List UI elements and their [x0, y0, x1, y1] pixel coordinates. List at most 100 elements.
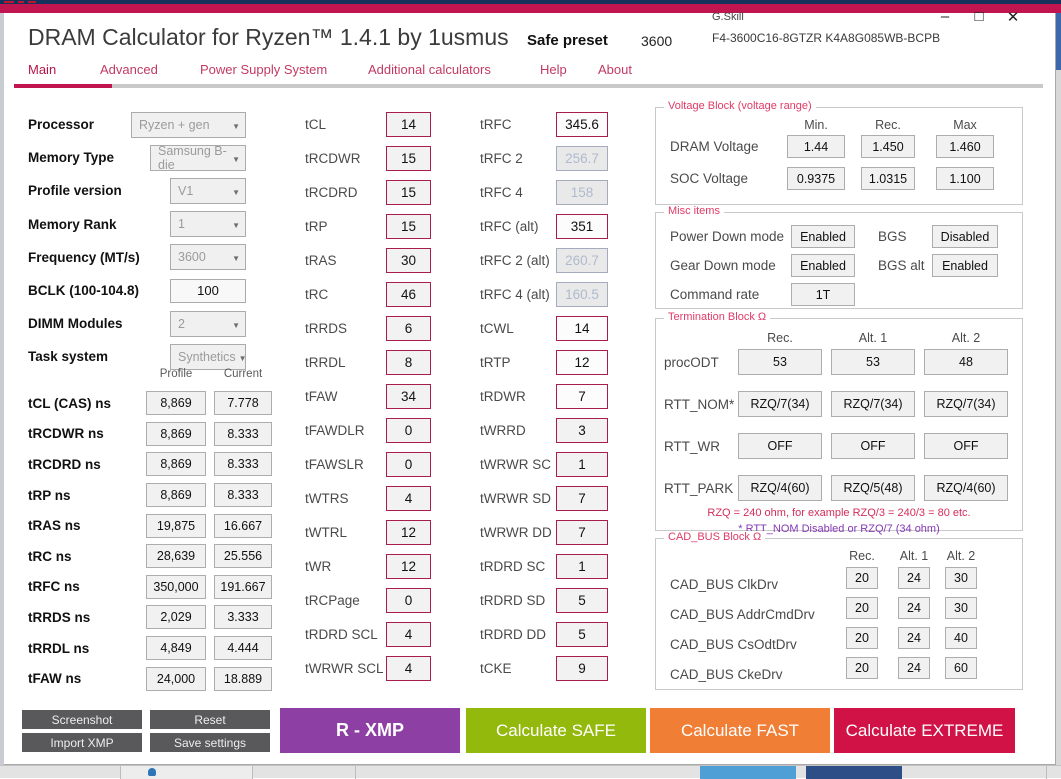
timing-column-primary: tCL 14 tRCDWR 15 tRCDRD 15 tRP 15 tRAS 30 tRC… [305, 107, 431, 685]
timing-label: tRTP [480, 354, 511, 370]
timing-input[interactable]: 351 [556, 213, 608, 239]
bclk-label: BCLK (100-104.8) [28, 283, 140, 299]
timing-label: tFAW [305, 388, 338, 404]
tab-help[interactable]: Help [540, 62, 567, 77]
maximize-button[interactable]: □ [974, 8, 984, 25]
ns-profile-value: 8,869 [146, 483, 206, 508]
taskbar-active-app[interactable] [700, 766, 796, 779]
timing-input[interactable]: 46 [386, 281, 431, 307]
calculate-fast-button[interactable]: Calculate FAST [650, 708, 830, 753]
calculate-safe-button[interactable]: Calculate SAFE [466, 708, 646, 753]
r-xmp-button[interactable]: R - XMP [280, 708, 460, 753]
table-row: tRFC ns 350,000 191.667 [28, 572, 272, 603]
tab-power-supply-system[interactable]: Power Supply System [200, 62, 328, 77]
timing-input[interactable]: 14 [556, 315, 608, 341]
misc-items-title: Misc items [664, 205, 724, 217]
timing-input[interactable]: 30 [386, 247, 431, 273]
timing-row: tRCPage 0 [305, 583, 431, 617]
profile-version-dropdown[interactable]: V1 [170, 177, 246, 204]
timing-row: tRCDRD 15 [305, 175, 431, 209]
timing-input[interactable]: 7 [556, 519, 608, 545]
setting-row: BCLK (100-104.8) 100 [28, 274, 246, 307]
csodtdrv-alt2: 40 [945, 627, 977, 649]
rtt-nom-rec: RZQ/7(34) [738, 391, 822, 417]
timing-label: tRDRD SCL [305, 626, 378, 642]
timing-input[interactable]: 12 [556, 349, 608, 375]
timing-input[interactable]: 0 [386, 417, 431, 443]
col-header-rec: Rec. [875, 118, 901, 132]
task-system-dropdown[interactable]: Synthetics [170, 343, 246, 370]
timing-input[interactable]: 4 [386, 655, 431, 681]
frequency-dropdown[interactable]: 3600 [170, 244, 246, 271]
screenshot-button[interactable]: Screenshot [22, 710, 142, 729]
timing-input[interactable]: 1 [556, 553, 608, 579]
timing-input-disabled: 256.7 [556, 145, 608, 171]
timing-input[interactable]: 1 [556, 451, 608, 477]
timing-input[interactable]: 8 [386, 349, 431, 375]
setting-row: Task system Synthetics [28, 340, 246, 373]
col-header-max: Max [953, 118, 977, 132]
timing-input[interactable]: 15 [386, 213, 431, 239]
calculate-extreme-button[interactable]: Calculate EXTREME [834, 708, 1015, 753]
taskbar-pinned-app[interactable] [806, 766, 902, 779]
module-brand: G.Skill [712, 11, 744, 23]
timing-input[interactable]: 5 [556, 621, 608, 647]
setting-row: Processor Ryzen + gen [28, 108, 246, 141]
import-xmp-button[interactable]: Import XMP [22, 733, 142, 752]
timing-input[interactable]: 3 [556, 417, 608, 443]
memory-rank-dropdown[interactable]: 1 [170, 211, 246, 238]
tab-additional-calculators[interactable]: Additional calculators [368, 62, 491, 77]
timing-input[interactable]: 5 [556, 587, 608, 613]
timing-input[interactable]: 345.6 [556, 111, 608, 137]
bgs-label: BGS [878, 229, 907, 244]
dimm-modules-dropdown[interactable]: 2 [170, 310, 246, 337]
task-system-label: Task system [28, 349, 109, 365]
timing-row: tCL 14 [305, 107, 431, 141]
minimize-button[interactable]: – [940, 8, 950, 25]
ns-row-label: tRFC ns [28, 579, 80, 595]
timing-input[interactable]: 4 [386, 621, 431, 647]
timing-input[interactable]: 0 [386, 451, 431, 477]
ckedrv-alt1: 24 [898, 657, 930, 679]
ns-current-value: 3.333 [214, 605, 272, 630]
chevron-down-icon [229, 184, 240, 198]
procodt-alt2: 48 [924, 349, 1008, 375]
processor-dropdown[interactable]: Ryzen + gen [131, 111, 246, 138]
timing-input[interactable]: 7 [556, 383, 608, 409]
timing-input[interactable]: 15 [386, 145, 431, 171]
timing-input[interactable]: 0 [386, 587, 431, 613]
timing-row: tWTRL 12 [305, 515, 431, 549]
ns-profile-value: 19,875 [146, 513, 206, 538]
gear-down-mode-value: Enabled [791, 254, 855, 277]
timing-input[interactable]: 12 [386, 519, 431, 545]
timing-row: tRDRD SD 5 [480, 583, 608, 617]
timing-row: tCWL 14 [480, 311, 608, 345]
timing-input[interactable]: 9 [556, 655, 608, 681]
timing-input[interactable]: 34 [386, 383, 431, 409]
save-settings-button[interactable]: Save settings [150, 733, 270, 752]
timing-row: tRDRD DD 5 [480, 617, 608, 651]
timing-input[interactable]: 14 [386, 111, 431, 137]
timing-input[interactable]: 7 [556, 485, 608, 511]
bclk-input[interactable]: 100 [170, 278, 246, 303]
timing-row: tRFC 345.6 [480, 107, 608, 141]
ns-current-value: 16.667 [214, 513, 272, 538]
timing-input[interactable]: 15 [386, 179, 431, 205]
dram-voltage-max: 1.460 [936, 135, 994, 158]
tab-advanced[interactable]: Advanced [100, 62, 158, 77]
memory-type-dropdown[interactable]: Samsung B-die [150, 144, 246, 172]
timing-input-disabled: 158 [556, 179, 608, 205]
timing-label: tRP [305, 218, 328, 234]
close-button[interactable]: ✕ [1006, 9, 1020, 26]
taskbar-segment[interactable] [120, 766, 252, 779]
timing-input[interactable]: 4 [386, 485, 431, 511]
reset-button[interactable]: Reset [150, 710, 270, 729]
chevron-down-icon [229, 118, 240, 132]
timing-input[interactable]: 12 [386, 553, 431, 579]
tab-about[interactable]: About [598, 62, 632, 77]
ns-col-header-current: Current [223, 368, 263, 380]
tab-main[interactable]: Main [28, 62, 57, 77]
taskbar-user-icon [148, 768, 156, 776]
bgs-alt-value: Enabled [932, 254, 998, 277]
timing-input[interactable]: 6 [386, 315, 431, 341]
